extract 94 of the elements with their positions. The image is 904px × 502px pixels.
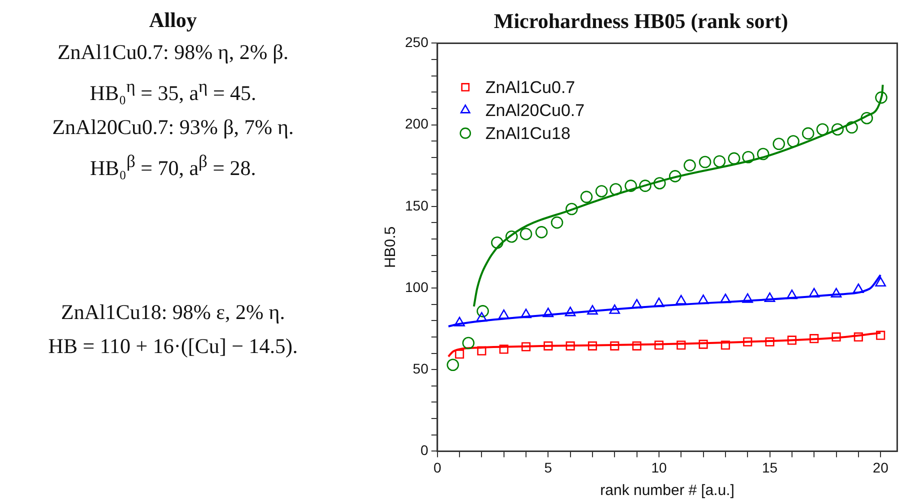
point: [454, 350, 464, 359]
point: [728, 152, 740, 165]
y-tick-label: 200: [405, 116, 429, 132]
point: [676, 294, 687, 304]
text: ZnAl1Cu18: 98% ε, 2% η.: [60, 299, 286, 326]
point: [654, 298, 664, 308]
legend-label: ZnAl20Cu0.7: [485, 100, 585, 120]
point: [802, 127, 814, 140]
point: [624, 180, 637, 192]
point: [610, 183, 622, 196]
point: [676, 340, 686, 350]
text: HB = 110 + 16·([Cu] − 14.5).: [47, 333, 299, 360]
x-tick-label: 20: [872, 459, 889, 476]
point: [832, 332, 841, 342]
point: [653, 177, 666, 190]
text: ZnAl1Cu0.7: 98% η, 2% β.: [56, 39, 290, 66]
point: [498, 309, 510, 319]
point: [521, 342, 531, 352]
point: [544, 341, 553, 350]
point: [684, 159, 696, 172]
point: [542, 308, 554, 318]
point: [698, 156, 712, 168]
point: [491, 236, 504, 249]
y-axis-title: HB0.5: [382, 226, 400, 268]
text: ZnAl20Cu0.7: 93% β, 7% η.: [51, 114, 295, 141]
point: [772, 138, 786, 150]
point: [765, 337, 774, 346]
point: [520, 308, 532, 318]
point: [787, 135, 800, 148]
point: [477, 346, 486, 356]
point: [639, 180, 652, 192]
point: [787, 336, 796, 345]
point: [831, 123, 844, 136]
point: [454, 316, 465, 326]
point: [566, 341, 575, 350]
point: [853, 283, 864, 294]
point: [446, 358, 460, 372]
point: [499, 344, 508, 354]
text: HB₀$^{β}$ = 70, a$^{β}$ = 28.: [88, 150, 258, 182]
point: [520, 228, 532, 240]
x-tick-label: 15: [762, 459, 778, 476]
point: [876, 330, 886, 340]
point: [609, 304, 620, 314]
legend-label: ZnAl1Cu18: [485, 124, 570, 143]
y-tick-label: 150: [405, 197, 429, 214]
point: [654, 340, 664, 350]
point: [587, 305, 598, 315]
point: [550, 216, 564, 229]
point: [505, 230, 518, 243]
point: [564, 306, 576, 316]
point: [535, 226, 548, 238]
point: [713, 155, 726, 168]
point: [743, 337, 752, 346]
point: [720, 340, 730, 350]
point: [476, 305, 489, 318]
point: [588, 341, 598, 350]
point: [580, 190, 593, 204]
point: [476, 312, 488, 322]
chart-title: Microhardness HB05 (rank sort): [494, 9, 788, 34]
point: [595, 185, 608, 198]
point: [854, 332, 863, 342]
point: [668, 170, 682, 182]
point: [830, 288, 842, 298]
x-tick-label: 10: [651, 459, 667, 476]
point: [786, 290, 798, 300]
legend-label: ZnAl1Cu0.7: [485, 78, 576, 97]
y-tick-label: 250: [405, 34, 429, 50]
point: [860, 112, 873, 124]
point: [764, 292, 776, 302]
x-tick-label: 0: [433, 459, 442, 476]
y-tick-label: 50: [412, 360, 429, 376]
text: Alloy: [148, 8, 198, 33]
point: [632, 341, 642, 350]
point: [756, 148, 770, 160]
point: [816, 123, 829, 136]
point: [810, 334, 819, 344]
y-tick-label: 0: [420, 442, 429, 458]
x-tick-label: 5: [544, 459, 552, 476]
text: HB₀$^{η}$ = 35, a$^{η}$ = 45.: [88, 75, 258, 107]
y-tick-label: 100: [405, 278, 429, 295]
x-axis-title: rank number # [a.u.]: [600, 482, 734, 500]
point: [875, 276, 886, 287]
point: [566, 202, 578, 216]
point: [631, 298, 642, 309]
point: [875, 91, 888, 104]
point: [698, 340, 708, 349]
point: [698, 294, 709, 304]
point: [462, 336, 475, 350]
point: [720, 294, 731, 304]
point: [742, 293, 754, 303]
point: [808, 288, 820, 298]
point: [742, 150, 754, 164]
point: [610, 341, 620, 350]
point: [846, 121, 858, 134]
